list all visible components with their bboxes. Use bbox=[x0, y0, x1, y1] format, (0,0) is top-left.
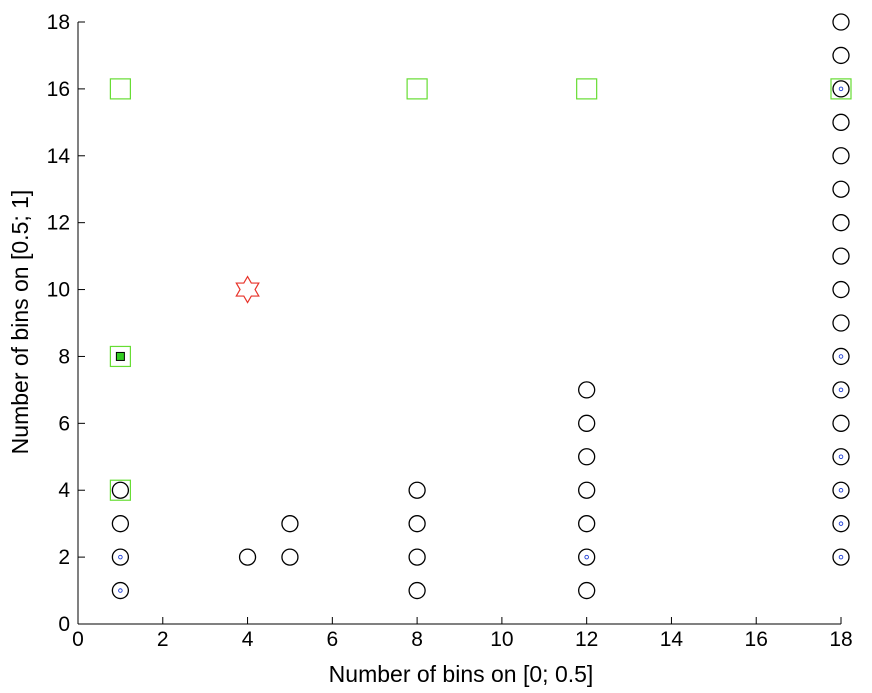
circle-point bbox=[832, 80, 850, 98]
square-point bbox=[109, 78, 131, 100]
circle-point bbox=[111, 481, 130, 499]
square-point bbox=[109, 345, 131, 368]
circle-point bbox=[238, 548, 257, 566]
x-tick-label: 4 bbox=[242, 628, 254, 651]
hexagram-point bbox=[235, 275, 260, 304]
circle-point bbox=[832, 314, 850, 332]
circle-point bbox=[832, 247, 850, 265]
x-tick-label: 8 bbox=[411, 628, 423, 651]
dot-point bbox=[584, 554, 589, 560]
circle-point bbox=[578, 481, 596, 499]
circle-point bbox=[578, 581, 596, 600]
circle-point bbox=[578, 414, 596, 432]
square-point bbox=[406, 78, 428, 100]
y-tick-label: 12 bbox=[47, 212, 70, 235]
square-point bbox=[576, 78, 598, 100]
axes: 0 2 4 6 8 10 12 14 16 18 0 2 4 6 8 10 12 14 16 18 bbox=[47, 11, 853, 651]
y-axis-label: Number of bins on [0.5; 1] bbox=[7, 190, 33, 455]
filled-square-point bbox=[115, 351, 125, 361]
x-tick-label: 0 bbox=[72, 628, 84, 651]
circle-point bbox=[832, 414, 850, 432]
y-tick-label: 10 bbox=[47, 279, 70, 302]
circle-point bbox=[408, 515, 426, 533]
x-tick-label: 10 bbox=[490, 628, 513, 651]
circle-point bbox=[578, 381, 596, 399]
circle-point bbox=[832, 481, 850, 499]
circle-point bbox=[281, 548, 299, 566]
circle-point bbox=[832, 147, 850, 165]
y-tick-label: 2 bbox=[58, 546, 70, 569]
circle-point bbox=[578, 448, 596, 466]
x-tick-label: 14 bbox=[660, 628, 684, 651]
dot-point bbox=[838, 521, 844, 526]
y-tick-label: 14 bbox=[47, 145, 71, 168]
circle-point bbox=[111, 581, 130, 600]
circle-point bbox=[111, 548, 130, 566]
circle-point bbox=[111, 515, 130, 533]
circle-point bbox=[832, 46, 850, 65]
dot-point bbox=[838, 454, 844, 460]
dot-point bbox=[838, 487, 844, 493]
dot-point bbox=[838, 554, 844, 560]
square-point bbox=[830, 78, 852, 100]
circle-point bbox=[832, 548, 850, 566]
x-tick-label: 6 bbox=[326, 628, 338, 651]
y-tick-label: 4 bbox=[58, 479, 70, 502]
circle-point bbox=[408, 581, 426, 600]
x-axis-label: Number of bins on [0; 0.5] bbox=[329, 661, 594, 687]
x-tick-label: 18 bbox=[829, 628, 852, 651]
x-tick-label: 16 bbox=[745, 628, 768, 651]
circle-point bbox=[832, 180, 850, 198]
dot-point bbox=[838, 387, 844, 393]
dot-point bbox=[838, 354, 844, 359]
circle-point bbox=[832, 13, 850, 31]
circle-point bbox=[832, 280, 850, 299]
circle-point bbox=[408, 548, 426, 566]
circle-point bbox=[832, 214, 850, 232]
circle-point bbox=[832, 113, 850, 131]
circle-point bbox=[832, 515, 850, 533]
dot-point bbox=[118, 588, 123, 593]
y-tick-label: 8 bbox=[58, 345, 70, 368]
x-tick-label: 2 bbox=[157, 628, 169, 651]
y-tick-label: 16 bbox=[47, 78, 70, 101]
circle-point bbox=[281, 515, 299, 533]
y-tick-label: 0 bbox=[58, 613, 70, 636]
y-tick-label: 6 bbox=[58, 412, 70, 435]
dot-point bbox=[118, 554, 123, 560]
circle-point bbox=[578, 548, 596, 566]
square-point bbox=[109, 479, 131, 501]
y-tick-label: 18 bbox=[47, 11, 70, 34]
circle-point bbox=[832, 381, 850, 399]
circle-point bbox=[408, 481, 426, 499]
chart-marks bbox=[109, 13, 852, 600]
circle-point bbox=[578, 515, 596, 533]
dot-point bbox=[838, 86, 844, 92]
circle-point bbox=[832, 448, 850, 466]
x-tick-label: 12 bbox=[575, 628, 598, 651]
circle-point bbox=[832, 347, 850, 366]
